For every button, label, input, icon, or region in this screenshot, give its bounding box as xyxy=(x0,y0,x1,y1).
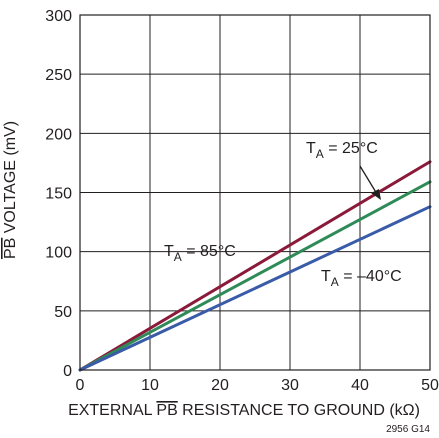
arrow-25c xyxy=(359,165,381,200)
y-tick-label: 300 xyxy=(45,8,72,25)
x-tick-labels: 0 10 20 30 40 50 xyxy=(76,377,439,394)
y-axis-title: PB VOLTAGE (mV) xyxy=(2,121,19,259)
label-25c: TA = 25°C xyxy=(306,140,378,161)
y-tick-label: 50 xyxy=(54,304,72,321)
series-line-0 xyxy=(78,160,432,372)
label-85c: TA = 85°C xyxy=(164,243,236,264)
series-lines xyxy=(78,160,432,372)
label-minus40c: TA = –40°C xyxy=(321,268,402,289)
x-tick-label: 30 xyxy=(281,377,299,394)
y-tick-label: 200 xyxy=(45,126,72,143)
plot-frame xyxy=(79,14,431,371)
figure-note: 2956 G14 xyxy=(386,424,430,435)
y-tick-labels: 0 50 100 150 200 250 300 xyxy=(45,8,72,380)
x-tick-label: 50 xyxy=(421,377,439,394)
x-tick-label: 20 xyxy=(211,377,229,394)
x-tick-label: 10 xyxy=(141,377,159,394)
series-line-1 xyxy=(78,180,432,372)
x-tick-label: 0 xyxy=(76,377,85,394)
y-tick-label: 150 xyxy=(45,186,72,203)
y-tick-label: 100 xyxy=(45,245,72,262)
x-tick-label: 40 xyxy=(351,377,369,394)
y-tick-label: 250 xyxy=(45,67,72,84)
y-tick-label: 0 xyxy=(63,363,72,380)
x-axis-title: EXTERNAL PB RESISTANCE TO GROUND (kΩ) xyxy=(68,402,420,419)
series-line-2 xyxy=(78,205,432,372)
